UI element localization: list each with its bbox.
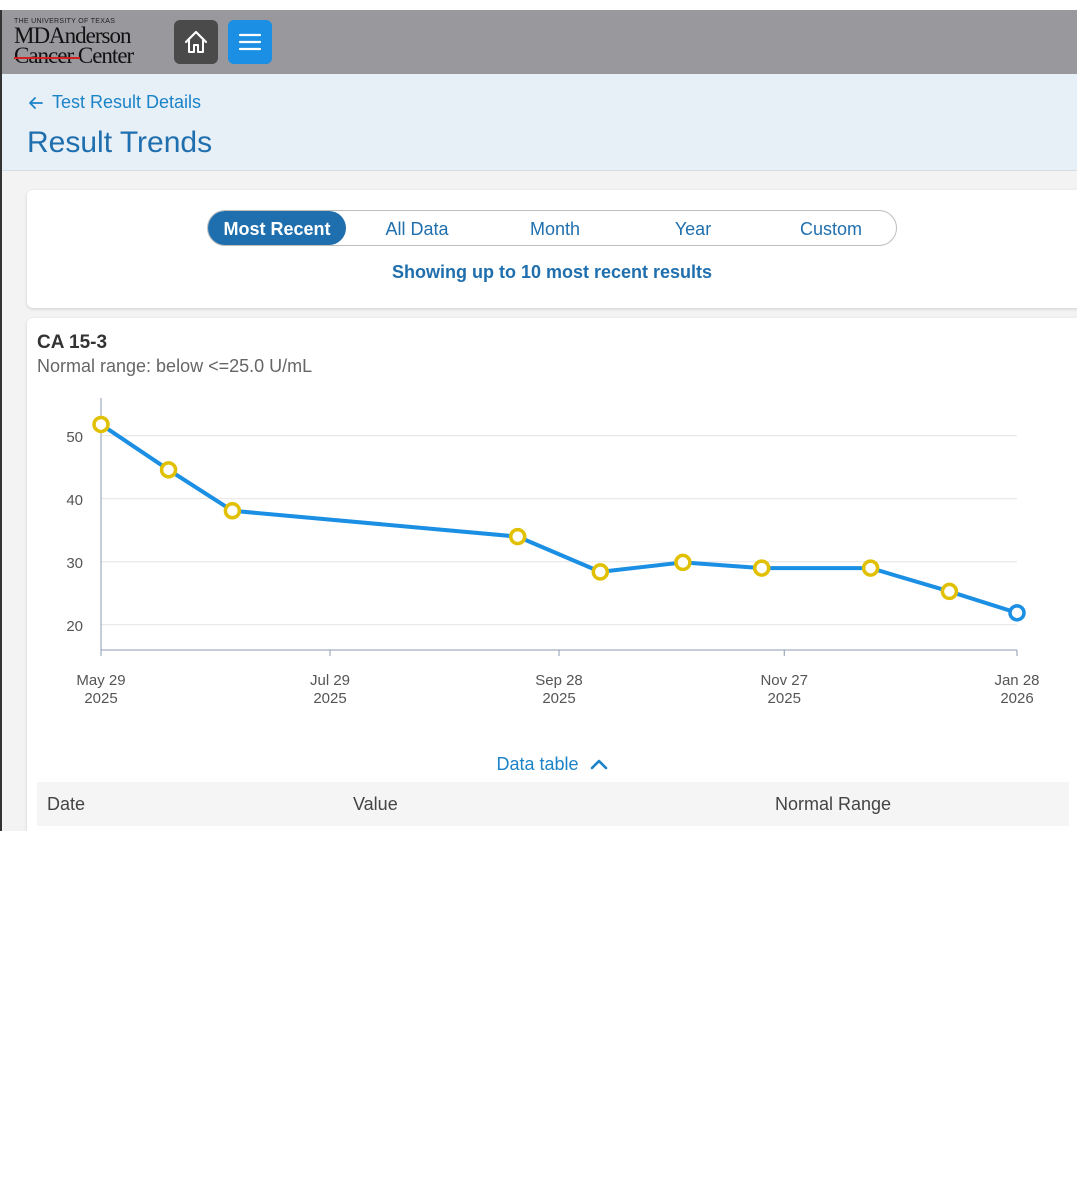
- logo-line1: MDAnderson: [14, 23, 131, 48]
- page-title: Result Trends: [27, 126, 213, 159]
- y-tick-label: 30: [66, 555, 83, 572]
- menu-button[interactable]: [228, 20, 272, 64]
- x-tick-year: 2025: [542, 690, 575, 707]
- col-date: Date: [47, 794, 86, 814]
- home-icon: [184, 30, 208, 53]
- trend-card: CA 15-3 Normal range: below <=25.0 U/mL …: [27, 318, 1077, 831]
- data-table-header: Date Value Normal Range: [37, 782, 1069, 826]
- x-tick-label: Jan 28: [994, 672, 1039, 689]
- data-point[interactable]: [159, 461, 178, 479]
- y-tick-label: 20: [66, 618, 83, 635]
- app-window: THE UNIVERSITY OF TEXAS MDAnderson Cance…: [0, 10, 1077, 831]
- data-point[interactable]: [508, 527, 527, 546]
- x-tick-year: 2025: [84, 690, 117, 707]
- data-point[interactable]: [1008, 604, 1026, 622]
- x-tick-label: May 29: [76, 672, 125, 689]
- filter-custom[interactable]: Custom: [799, 219, 862, 239]
- x-tick-label: Nov 27: [760, 672, 808, 689]
- data-point[interactable]: [752, 559, 771, 577]
- back-link[interactable]: Test Result Details: [28, 92, 201, 113]
- logo-red-stroke: [14, 57, 80, 59]
- data-point[interactable]: [674, 553, 692, 572]
- logo-line2: Cancer Center: [14, 43, 134, 68]
- y-tick-label: 50: [66, 429, 83, 446]
- x-tick-label: Jul 29: [310, 672, 350, 689]
- data-table-toggle-label: Data table: [496, 754, 579, 774]
- data-point[interactable]: [591, 563, 610, 581]
- mdanderson-logo[interactable]: THE UNIVERSITY OF TEXAS MDAnderson Cance…: [14, 16, 164, 70]
- test-name: CA 15-3: [37, 332, 108, 353]
- data-point[interactable]: [223, 502, 242, 520]
- data-point[interactable]: [861, 559, 880, 577]
- data-point[interactable]: [92, 415, 110, 434]
- range-filter: Most Recent All Data Month Year Custom: [207, 210, 897, 246]
- filter-card: Most Recent All Data Month Year Custom S…: [27, 190, 1077, 308]
- filter-month[interactable]: Month: [529, 219, 581, 239]
- series-line: [99, 422, 1019, 615]
- menu-icon: [238, 33, 262, 51]
- page-header: Test Result Details Result Trends: [2, 74, 1077, 171]
- x-tick-label: Sep 28: [535, 672, 583, 689]
- filter-most-recent[interactable]: Most Recent: [208, 211, 346, 245]
- x-tick-year: 2025: [313, 690, 346, 707]
- x-tick-year: 2026: [1000, 690, 1033, 707]
- normal-range: Normal range: below <=25.0 U/mL: [37, 356, 313, 376]
- chevron-up-icon: [590, 759, 607, 770]
- showing-note: Showing up to 10 most recent results: [391, 262, 713, 282]
- back-link-label: Test Result Details: [52, 92, 202, 112]
- data-table-toggle[interactable]: Data table: [27, 754, 1077, 775]
- filter-all-data[interactable]: All Data: [385, 219, 449, 239]
- x-tick-year: 2025: [768, 690, 801, 707]
- arrow-left-icon: [29, 96, 43, 109]
- y-tick-label: 40: [66, 492, 83, 509]
- col-normal-range: Normal Range: [775, 794, 892, 814]
- data-point[interactable]: [940, 582, 959, 601]
- col-value: Value: [353, 794, 398, 814]
- filter-year[interactable]: Year: [674, 219, 712, 239]
- logo-small-text: THE UNIVERSITY OF TEXAS: [14, 18, 116, 25]
- top-bar: THE UNIVERSITY OF TEXAS MDAnderson Cance…: [2, 10, 1077, 74]
- home-button[interactable]: [174, 20, 218, 64]
